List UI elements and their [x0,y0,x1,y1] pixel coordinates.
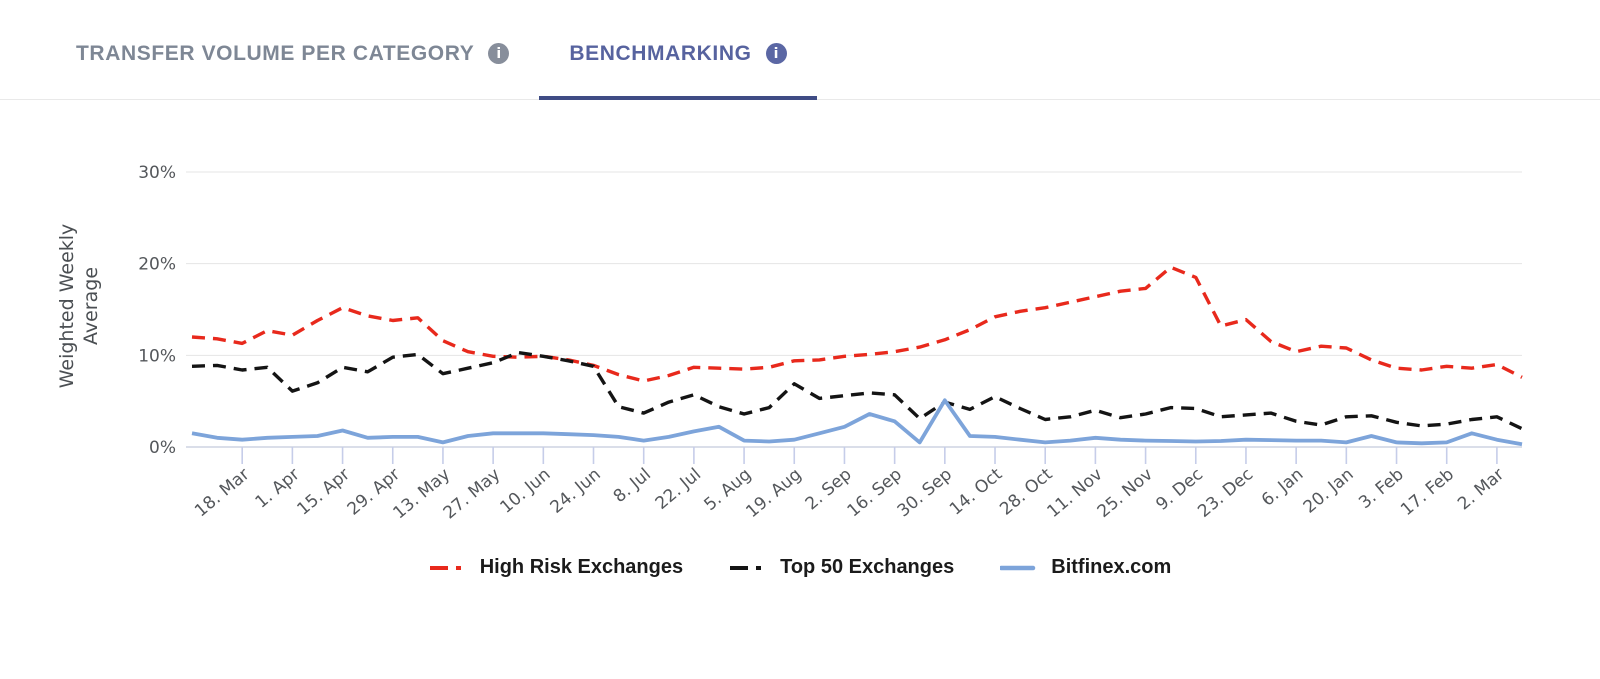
legend-item-top-50-exchanges[interactable]: Top 50 Exchanges [729,556,954,579]
active-tab-underline [539,96,817,100]
legend-marker-bitfinex-com [1000,565,1036,570]
tab-benchmarking-label: BENCHMARKING [569,41,752,65]
x-axis-label: 25. Nov [1094,465,1157,523]
x-axis-label: 23. Dec [1194,465,1257,522]
x-axis-label: 24. Jun [547,465,605,518]
info-icon[interactable]: i [765,43,787,64]
x-axis-label: 14. Oct [946,464,1006,519]
x-axis-label: 15. Apr [294,465,354,520]
x-axis-label: 22. Jul [652,465,705,514]
x-axis-label: 16. Sep [844,465,906,522]
x-axis-label: 17. Feb [1397,465,1458,521]
x-axis-label: 29. Apr [344,465,404,520]
x-axis-label: 11. Nov [1043,465,1106,523]
legend-item-high-risk-exchanges[interactable]: High Risk Exchanges [429,556,683,579]
tab-transfer-volume-label: TRANSFER VOLUME PER CATEGORY [76,41,475,65]
y-axis-tick-label: 0% [149,438,176,458]
y-axis-tick-label: 30% [138,163,176,183]
y-axis-tick-label: 10% [138,346,176,366]
legend-item-bitfinex-com[interactable]: Bitfinex.com [1000,556,1171,579]
legend-label-top-50-exchanges: Top 50 Exchanges [780,556,955,578]
x-axis-label: 30. Sep [894,465,956,522]
x-axis-label: 18. Mar [191,465,253,522]
y-axis-tick-label: 20% [138,255,176,275]
series-line-top-50-exchanges [191,350,1523,431]
legend-marker-high-risk-exchanges [429,565,468,570]
x-axis-label: 13. May [390,465,455,524]
x-axis-label: 1. Apr [252,465,304,513]
chart-legend: High Risk Exchanges Top 50 Exchanges Bitfi… [0,556,1600,579]
tab-benchmarking[interactable]: BENCHMARKING i [539,0,817,100]
x-axis-label: 8. Jul [610,465,655,507]
x-axis-label: 10. Jun [496,465,554,518]
series-line-high-risk-exchanges [191,265,1523,383]
x-axis-label: 9. Dec [1152,465,1207,515]
tab-bar: TRANSFER VOLUME PER CATEGORY i BENCHMARK… [0,0,1600,100]
y-axis-title: Weighted Weekly Average [56,224,102,389]
x-axis-label: 3. Feb [1355,465,1407,514]
x-axis-label: 27. May [440,465,505,524]
legend-marker-top-50-exchanges [730,565,769,570]
info-icon[interactable]: i [488,43,510,64]
legend-label-bitfinex-com: Bitfinex.com [1051,556,1172,578]
x-axis-label: 6. Jan [1258,465,1308,511]
x-axis-label: 2. Sep [802,465,856,515]
x-axis-label: 20. Jan [1300,465,1358,518]
x-axis-label: 19. Aug [742,465,805,523]
x-axis-label: 2. Mar [1454,465,1508,515]
series-line-bitfinex-com [191,398,1523,447]
legend-label-high-risk-exchanges: High Risk Exchanges [479,556,684,578]
x-axis-label: 5. Aug [700,465,755,516]
x-axis-label: 28. Oct [996,464,1056,519]
tab-transfer-volume-per-category[interactable]: TRANSFER VOLUME PER CATEGORY i [46,0,539,99]
